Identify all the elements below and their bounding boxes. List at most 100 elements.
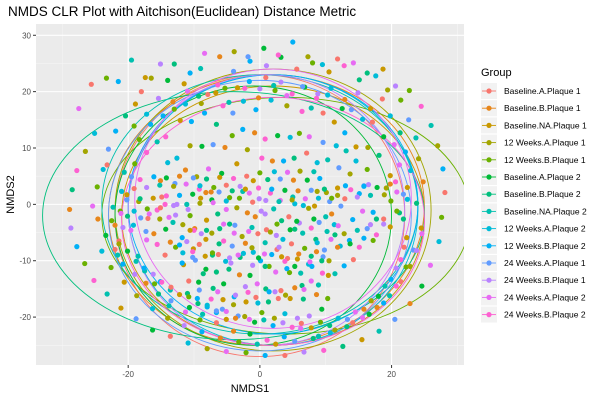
data-point bbox=[151, 281, 158, 287]
data-point bbox=[259, 309, 265, 316]
data-point bbox=[342, 196, 348, 202]
data-point bbox=[299, 282, 305, 289]
data-point bbox=[151, 174, 157, 180]
data-point bbox=[334, 244, 341, 250]
data-point bbox=[213, 308, 220, 314]
data-point bbox=[250, 199, 256, 205]
data-point bbox=[253, 107, 259, 113]
data-point bbox=[220, 103, 226, 109]
data-point bbox=[300, 296, 306, 302]
data-point bbox=[137, 176, 143, 183]
legend-label: Baseline.B.Plaque 1 bbox=[504, 103, 581, 113]
data-point bbox=[271, 169, 277, 175]
data-point bbox=[333, 143, 339, 149]
legend-key bbox=[481, 220, 497, 237]
data-point bbox=[298, 270, 304, 276]
y-tick-label: -20 bbox=[19, 313, 31, 322]
data-point bbox=[203, 227, 210, 233]
legend-label: 12 Weeks.A.Plaque 2 bbox=[504, 224, 586, 234]
data-point bbox=[242, 284, 248, 290]
y-axis-ticks: -20 -10 0 10 20 30 bbox=[19, 31, 36, 322]
data-point bbox=[223, 348, 229, 355]
data-point bbox=[74, 244, 80, 250]
data-point bbox=[311, 216, 317, 222]
data-point bbox=[157, 205, 164, 211]
data-point bbox=[419, 231, 425, 237]
data-point bbox=[150, 195, 156, 201]
data-point bbox=[91, 277, 97, 284]
data-point bbox=[230, 328, 237, 334]
data-point bbox=[292, 201, 298, 207]
data-point bbox=[201, 50, 208, 56]
data-point bbox=[272, 87, 278, 94]
data-point bbox=[172, 244, 179, 250]
data-point bbox=[387, 113, 393, 119]
data-point bbox=[184, 201, 190, 207]
data-point bbox=[289, 324, 295, 330]
data-point bbox=[273, 269, 279, 275]
data-point bbox=[365, 144, 371, 151]
data-point bbox=[404, 184, 410, 191]
data-point bbox=[427, 262, 434, 268]
data-point bbox=[242, 313, 248, 320]
data-point bbox=[216, 189, 222, 195]
data-point bbox=[292, 263, 298, 269]
data-point bbox=[240, 250, 247, 256]
data-point bbox=[313, 95, 320, 101]
data-point bbox=[387, 224, 393, 230]
data-point bbox=[306, 313, 312, 319]
data-point bbox=[271, 206, 277, 212]
data-point bbox=[170, 99, 176, 105]
data-point bbox=[336, 165, 342, 171]
data-point bbox=[355, 90, 361, 96]
data-point bbox=[309, 60, 316, 66]
data-point bbox=[174, 155, 180, 161]
data-point bbox=[364, 226, 370, 232]
data-point bbox=[314, 188, 320, 194]
data-point bbox=[124, 197, 130, 203]
data-point bbox=[335, 315, 341, 321]
data-point bbox=[168, 284, 174, 290]
data-point bbox=[342, 96, 348, 103]
data-point bbox=[257, 86, 263, 92]
data-point bbox=[400, 191, 407, 197]
data-point bbox=[325, 295, 331, 302]
data-point bbox=[110, 204, 116, 210]
data-point bbox=[223, 206, 229, 213]
data-point bbox=[313, 249, 320, 255]
chart-title: NMDS CLR Plot with Aitchison(Euclidean) … bbox=[8, 4, 356, 19]
data-point bbox=[186, 278, 192, 284]
data-point bbox=[308, 187, 314, 193]
data-point bbox=[236, 195, 243, 201]
data-point bbox=[196, 93, 202, 99]
data-point bbox=[194, 295, 200, 302]
data-point bbox=[162, 252, 168, 258]
data-point bbox=[368, 298, 374, 304]
data-point bbox=[315, 282, 322, 288]
data-point bbox=[120, 261, 126, 267]
data-point bbox=[163, 134, 169, 140]
data-point bbox=[386, 293, 393, 299]
ellipse-24-weeks-a-plaque-1 bbox=[107, 79, 412, 352]
data-point bbox=[262, 136, 268, 142]
data-point bbox=[198, 100, 204, 107]
data-point bbox=[369, 119, 376, 125]
data-point bbox=[170, 219, 176, 225]
data-point bbox=[396, 162, 403, 168]
data-point bbox=[155, 291, 162, 297]
data-point bbox=[392, 316, 398, 322]
data-point bbox=[287, 227, 293, 233]
data-point bbox=[261, 45, 267, 51]
data-point bbox=[187, 143, 193, 149]
data-point bbox=[339, 105, 345, 112]
legend: Group Baseline.A.Plaque 1 Baseline.B.Plaq… bbox=[481, 67, 587, 323]
data-point bbox=[232, 222, 238, 228]
legend-label: 24 Weeks.A.Plaque 2 bbox=[504, 292, 586, 302]
data-point bbox=[115, 78, 121, 85]
data-point bbox=[342, 183, 349, 189]
data-point bbox=[332, 232, 338, 238]
data-point bbox=[317, 319, 324, 325]
data-point bbox=[144, 237, 150, 243]
data-point bbox=[254, 281, 260, 287]
